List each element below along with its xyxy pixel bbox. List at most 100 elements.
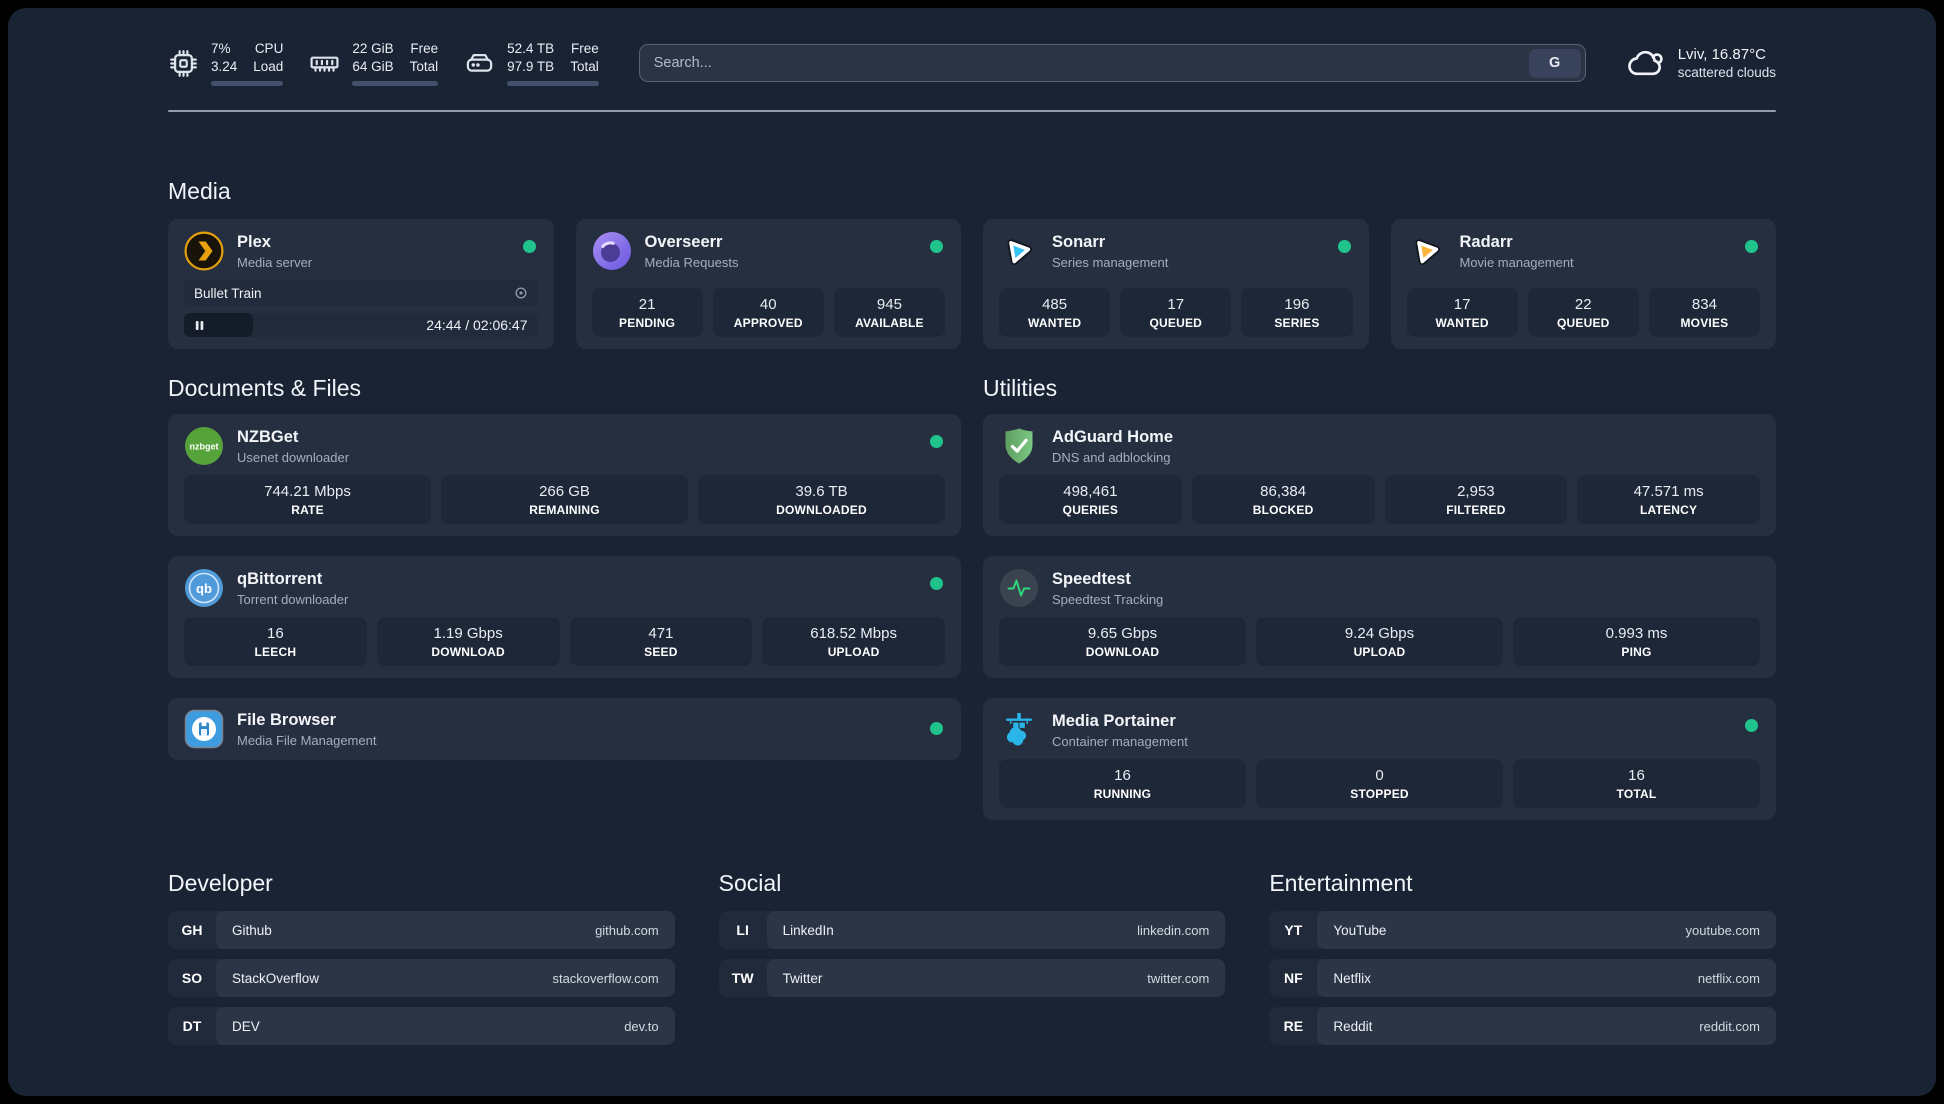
service-subtitle: Speedtest Tracking [1052, 591, 1164, 607]
stat-total: 16 TOTAL [1513, 759, 1760, 808]
search-input[interactable] [653, 55, 1529, 71]
stat-blocked: 86,384 BLOCKED [1191, 475, 1375, 524]
bookmark-github[interactable]: GH Github github.com [168, 911, 675, 949]
bookmark-url: linkedin.com [1137, 922, 1210, 938]
dashboard: 7% 3.24 CPU Load [8, 8, 1936, 1096]
service-card-nzbget[interactable]: nzbget NZBGet Usenet downloader 744.21 M… [168, 414, 961, 536]
disk-total-value: 97.9 TB [507, 59, 555, 74]
nzbget-logo-icon: nzbget [184, 426, 224, 466]
svg-text:nzbget: nzbget [190, 442, 219, 452]
bookmark-url: reddit.com [1699, 1018, 1760, 1034]
service-subtitle: Series management [1052, 254, 1169, 270]
bookmark-netflix[interactable]: NF Netflix netflix.com [1269, 959, 1776, 997]
weather-condition: scattered clouds [1677, 65, 1776, 80]
service-subtitle: Container management [1052, 733, 1188, 749]
stat-stopped: 0 STOPPED [1256, 759, 1503, 808]
disk-free-label: Free [570, 41, 599, 57]
bookmark-url: youtube.com [1685, 922, 1760, 938]
bookmark-url: stackoverflow.com [552, 970, 659, 986]
stat-download: 1.19 Gbps DOWNLOAD [376, 617, 560, 666]
disk-progress-bar [507, 80, 599, 86]
service-subtitle: Media File Management [237, 732, 377, 748]
cloud-icon [1626, 43, 1666, 83]
disk-monitor: 52.4 TB 97.9 TB Free Total [464, 40, 599, 86]
cpu-load-label: Load [253, 59, 284, 74]
filebrowser-logo-icon [184, 709, 224, 749]
service-title: Sonarr [1052, 232, 1106, 251]
service-card-portainer[interactable]: Media Portainer Container management 16 … [983, 698, 1776, 820]
bookmark-name: StackOverflow [232, 970, 320, 986]
gear-icon[interactable] [512, 284, 530, 302]
service-card-speedtest[interactable]: Speedtest Speedtest Tracking 9.65 Gbps D… [983, 556, 1776, 678]
status-dot [1745, 719, 1758, 732]
service-card-radarr[interactable]: Radarr Movie management 17 WANTED 22 QUE… [1390, 219, 1776, 349]
service-title: Speedtest [1052, 569, 1131, 588]
stats-row: 9.65 Gbps DOWNLOAD 9.24 Gbps UPLOAD 0.99… [999, 617, 1760, 666]
sonarr-logo-icon [999, 231, 1039, 271]
service-title: File Browser [237, 710, 337, 729]
stat-running: 16 RUNNING [999, 759, 1246, 808]
radarr-logo-icon [1407, 231, 1447, 271]
bookmark-reddit[interactable]: RE Reddit reddit.com [1269, 1007, 1776, 1045]
memory-icon [309, 48, 340, 79]
qbittorrent-logo-icon: qb [184, 568, 224, 608]
service-subtitle: Usenet downloader [237, 449, 350, 465]
speedtest-logo-icon [999, 568, 1039, 608]
stat-seed: 471 SEED [569, 617, 753, 666]
portainer-logo-icon [999, 710, 1039, 750]
stat-filtered: 2,953 FILTERED [1384, 475, 1568, 524]
service-subtitle: DNS and adblocking [1052, 449, 1171, 465]
section-title-utilities: Utilities [983, 375, 1058, 401]
top-bar: 7% 3.24 CPU Load [168, 34, 1776, 92]
stat-wanted: 17 WANTED [1406, 288, 1518, 337]
bookmark-linkedin[interactable]: LI LinkedIn linkedin.com [718, 911, 1226, 949]
service-card-filebrowser[interactable]: File Browser Media File Management [168, 698, 961, 760]
adguard-logo-icon [999, 426, 1039, 466]
service-title: Plex [237, 232, 271, 251]
cpu-monitor: 7% 3.24 CPU Load [168, 40, 284, 86]
stat-wanted: 485 WANTED [999, 288, 1111, 337]
resource-monitors: 7% 3.24 CPU Load [168, 40, 599, 86]
bookmark-twitter[interactable]: TW Twitter twitter.com [718, 959, 1226, 997]
service-card-overseerr[interactable]: Overseerr Media Requests 21 PENDING 40 A… [575, 219, 961, 349]
status-dot [930, 722, 943, 735]
section-title-documents: Documents & Files [168, 375, 362, 401]
weather-widget: Lviv, 16.87°C scattered clouds [1626, 43, 1776, 83]
service-card-sonarr[interactable]: Sonarr Series management 485 WANTED 17 Q… [983, 219, 1369, 349]
bookmark-name: YouTube [1333, 922, 1387, 938]
service-title: Overseerr [644, 232, 723, 251]
stats-row: 485 WANTED 17 QUEUED 196 SERIES [999, 288, 1353, 337]
bookmark-name: Twitter [782, 970, 823, 986]
section-title-media: Media [168, 178, 231, 204]
stat-movies: 834 MOVIES [1648, 288, 1761, 337]
service-subtitle: Media Requests [644, 254, 739, 270]
service-title: Radarr [1459, 232, 1513, 251]
section-title-entertainment: Entertainment [1269, 870, 1413, 896]
bookmark-youtube[interactable]: YT YouTube youtube.com [1269, 911, 1776, 949]
service-card-qbittorrent[interactable]: qb qBittorrent Torrent downloader 16 LEE… [168, 556, 961, 678]
service-card-adguard[interactable]: AdGuard Home DNS and adblocking 498,461 … [983, 414, 1776, 536]
overseerr-logo-icon [592, 231, 632, 271]
cpu-usage-label: CPU [254, 41, 284, 57]
bookmark-url: github.com [595, 922, 659, 938]
service-card-plex[interactable]: Plex Media server Bullet Train [168, 219, 554, 349]
cpu-load-value: 3.24 [211, 59, 238, 74]
section-documents: Documents & Files nzbget NZBGet Usenet d [168, 349, 961, 820]
bookmark-name: Reddit [1333, 1018, 1373, 1034]
bookmark-stackoverflow[interactable]: SO StackOverflow stackoverflow.com [168, 959, 675, 997]
disk-free-value: 52.4 TB [507, 41, 555, 57]
bookmark-abbr: NF [1283, 970, 1303, 986]
stats-row: 16 RUNNING 0 STOPPED 16 TOTAL [999, 759, 1760, 808]
stats-row: 17 WANTED 22 QUEUED 834 MOVIES [1406, 288, 1761, 337]
stat-leech: 16 LEECH [184, 617, 367, 666]
status-dot [930, 435, 943, 448]
playback-progress-bar: 24:44 / 02:06:47 [184, 313, 538, 337]
cpu-icon [168, 48, 199, 79]
search-provider-button[interactable]: G [1528, 48, 1581, 78]
stats-row: 498,461 QUERIES 86,384 BLOCKED 2,953 FIL… [999, 475, 1760, 524]
disk-total-label: Total [570, 59, 599, 74]
stat-queries: 498,461 QUERIES [999, 475, 1182, 524]
stat-upload: 618.52 Mbps UPLOAD [762, 617, 945, 666]
bookmark-url: dev.to [624, 1018, 659, 1034]
bookmark-dev[interactable]: DT DEV dev.to [168, 1007, 675, 1045]
